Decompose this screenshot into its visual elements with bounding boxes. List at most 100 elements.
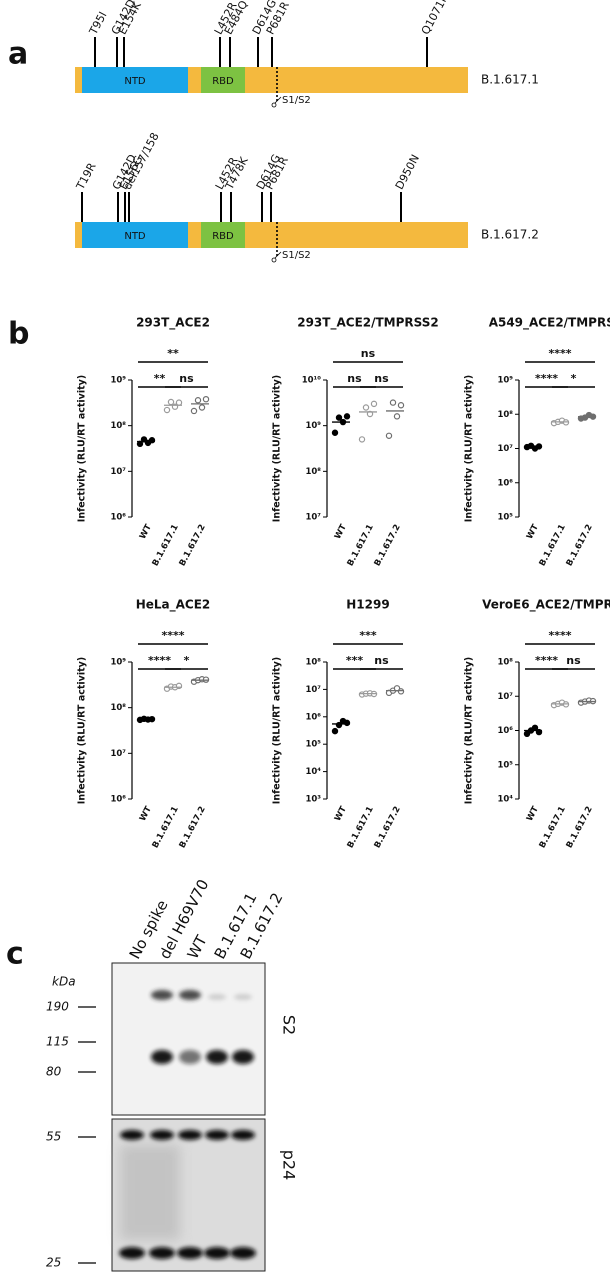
y-tick-label: 10⁸ (305, 658, 321, 668)
data-point (343, 413, 351, 420)
domain (82, 67, 188, 93)
band-label: p24 (280, 1150, 299, 1181)
marker-label: 115 (46, 1035, 69, 1049)
mutation-label: T95I (86, 10, 109, 38)
significance-label: ns (347, 372, 362, 385)
x-tick-label: WT (525, 523, 541, 541)
x-tick-label: WT (333, 805, 349, 823)
data-point (535, 443, 543, 450)
y-axis-label: Infectivity (RLU/RT activity) (77, 375, 88, 522)
data-point (358, 436, 366, 443)
data-point (194, 397, 202, 404)
blot-band (151, 1050, 173, 1064)
x-tick-label: B.1.617.1 (346, 805, 376, 850)
y-axis-label: Infectivity (RLU/RT activity) (272, 657, 283, 804)
y-tick-label: 10¹⁰ (302, 376, 322, 386)
significance-label: **** (535, 654, 558, 667)
panel-label: b (8, 317, 29, 352)
marker-label: 55 (46, 1130, 61, 1144)
data-point (385, 432, 393, 439)
cleavage-label: S1/S2 (282, 250, 311, 261)
panel-label: a (8, 37, 28, 72)
y-tick-label: 10⁶ (305, 712, 321, 722)
y-tick-label: 10⁹ (110, 658, 126, 668)
blot-band (179, 990, 201, 1000)
y-axis-label: Infectivity (RLU/RT activity) (464, 657, 475, 804)
chart-title: HeLa_ACE2 (136, 598, 211, 613)
y-tick-label: 10⁷ (305, 513, 321, 523)
x-tick-label: WT (138, 523, 154, 541)
blot-smear (120, 1145, 180, 1240)
significance-label: * (184, 654, 190, 667)
data-point (331, 429, 339, 436)
mutation-label: T19R (73, 160, 98, 192)
blot-band (177, 1247, 203, 1259)
unit-label: kDa (52, 975, 76, 989)
y-tick-label: 10⁷ (110, 749, 126, 759)
chart-title: A549_ACE2/TMPRSS2 (489, 316, 610, 331)
blot-lower (111, 1118, 266, 1272)
y-tick-label: 10⁶ (497, 726, 513, 736)
data-point (335, 414, 343, 421)
variant-name: B.1.617.2 (481, 228, 539, 242)
significance-label: ns (374, 372, 389, 385)
significance-label: **** (548, 347, 571, 360)
significance-label: **** (148, 654, 171, 667)
y-tick-label: 10⁴ (305, 767, 321, 777)
blot-band (231, 1130, 255, 1140)
domain-label: NTD (124, 231, 146, 242)
blot-band (150, 1130, 174, 1140)
blot-band (149, 1247, 175, 1259)
data-point (202, 395, 210, 403)
x-tick-label: B.1.617.2 (565, 523, 595, 568)
data-point (190, 407, 198, 415)
x-tick-label: B.1.617.2 (373, 523, 403, 568)
y-tick-label: 10⁵ (497, 513, 513, 523)
significance-label: ns (566, 654, 581, 667)
chart-title: 293T_ACE2 (136, 316, 210, 331)
data-point (163, 406, 171, 414)
data-point (362, 404, 370, 411)
y-tick-label: 10⁹ (497, 376, 513, 386)
domain-label: RBD (212, 76, 234, 87)
chart-title: VeroE6_ACE2/TMPRSS2 (482, 598, 610, 613)
data-point (331, 727, 339, 735)
data-point (343, 719, 351, 727)
data-point (397, 402, 405, 409)
x-tick-label: B.1.617.2 (178, 523, 208, 568)
data-point (397, 688, 405, 695)
chart-title: 293T_ACE2/TMPRSS2 (297, 316, 439, 331)
significance-label: *** (359, 629, 377, 642)
domain-label: RBD (212, 231, 234, 242)
domain (201, 67, 245, 93)
y-tick-label: 10⁷ (110, 467, 126, 477)
marker-label: 190 (46, 1000, 69, 1014)
cleavage-label: S1/S2 (282, 95, 311, 106)
significance-label: ns (374, 654, 389, 667)
blot-band (232, 1050, 254, 1064)
y-axis-label: Infectivity (RLU/RT activity) (464, 375, 475, 522)
scissor-icon (271, 257, 277, 263)
y-tick-label: 10⁹ (305, 421, 321, 431)
blot-band (178, 1130, 202, 1140)
mutation-label: Q1071H (419, 0, 452, 37)
blot-band (205, 1130, 229, 1140)
y-tick-label: 10⁷ (497, 444, 513, 454)
x-tick-label: WT (333, 523, 349, 541)
blot-band (230, 1247, 256, 1259)
blot-band (179, 1050, 201, 1064)
y-tick-label: 10⁹ (110, 376, 126, 386)
marker-label: 25 (46, 1256, 61, 1270)
significance-label: *** (346, 654, 364, 667)
y-tick-label: 10⁸ (110, 421, 126, 431)
y-tick-label: 10⁸ (305, 467, 321, 477)
scissor-icon (271, 102, 277, 108)
x-tick-label: B.1.617.1 (538, 805, 568, 850)
y-tick-label: 10⁶ (110, 795, 126, 805)
significance-label: **** (548, 629, 571, 642)
blot-band (204, 1247, 230, 1259)
lane-label: WT (184, 932, 212, 962)
y-axis-label: Infectivity (RLU/RT activity) (272, 375, 283, 522)
significance-label: ns (179, 372, 194, 385)
